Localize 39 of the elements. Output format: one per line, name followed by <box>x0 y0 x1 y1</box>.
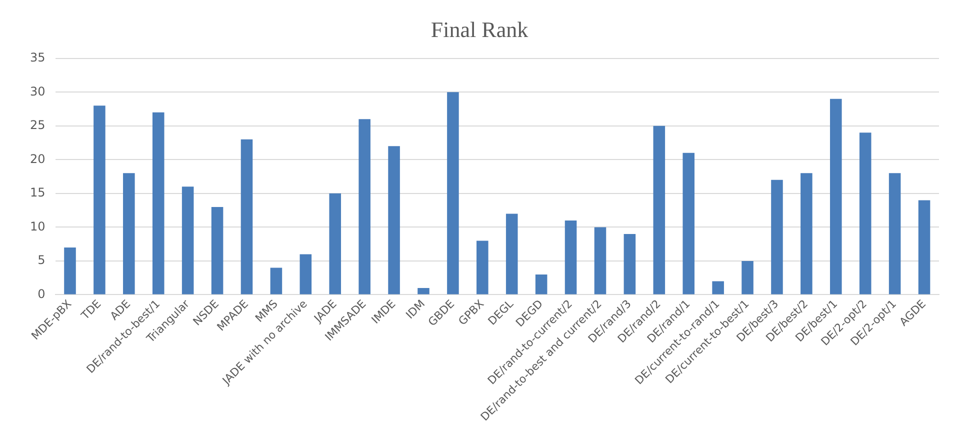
bar <box>535 274 548 294</box>
y-tick-label: 20 <box>30 152 46 166</box>
bar <box>506 214 518 294</box>
bar <box>476 240 488 294</box>
bar <box>918 200 930 294</box>
bar <box>682 152 694 294</box>
y-tick-label: 10 <box>30 219 46 234</box>
bar <box>653 126 666 294</box>
y-tick-label: 5 <box>38 253 46 268</box>
bar <box>300 254 312 294</box>
bar <box>182 186 194 294</box>
chart-title: Final Rank <box>430 16 528 42</box>
bar <box>123 173 135 294</box>
bar <box>742 260 754 294</box>
y-tick-label: 0 <box>38 286 46 301</box>
y-tick-label: 15 <box>30 186 46 200</box>
bar <box>594 227 606 294</box>
bar <box>624 234 636 294</box>
bar <box>270 268 282 294</box>
y-tick-label: 35 <box>30 50 46 65</box>
bar <box>447 92 459 294</box>
bar <box>152 112 164 294</box>
bar <box>712 281 724 294</box>
bar <box>771 180 783 294</box>
bar <box>240 139 253 294</box>
bar <box>358 119 370 294</box>
bar <box>859 132 872 294</box>
bar <box>564 220 577 294</box>
bar <box>388 146 400 294</box>
bar <box>888 173 901 294</box>
y-tick-label: 25 <box>30 118 46 132</box>
bar <box>800 173 812 294</box>
bar <box>64 247 76 294</box>
bar <box>418 288 430 294</box>
bar <box>329 193 342 294</box>
y-tick-label: 30 <box>30 84 46 98</box>
bar <box>830 98 842 294</box>
bar <box>211 206 224 294</box>
bar <box>94 106 106 294</box>
